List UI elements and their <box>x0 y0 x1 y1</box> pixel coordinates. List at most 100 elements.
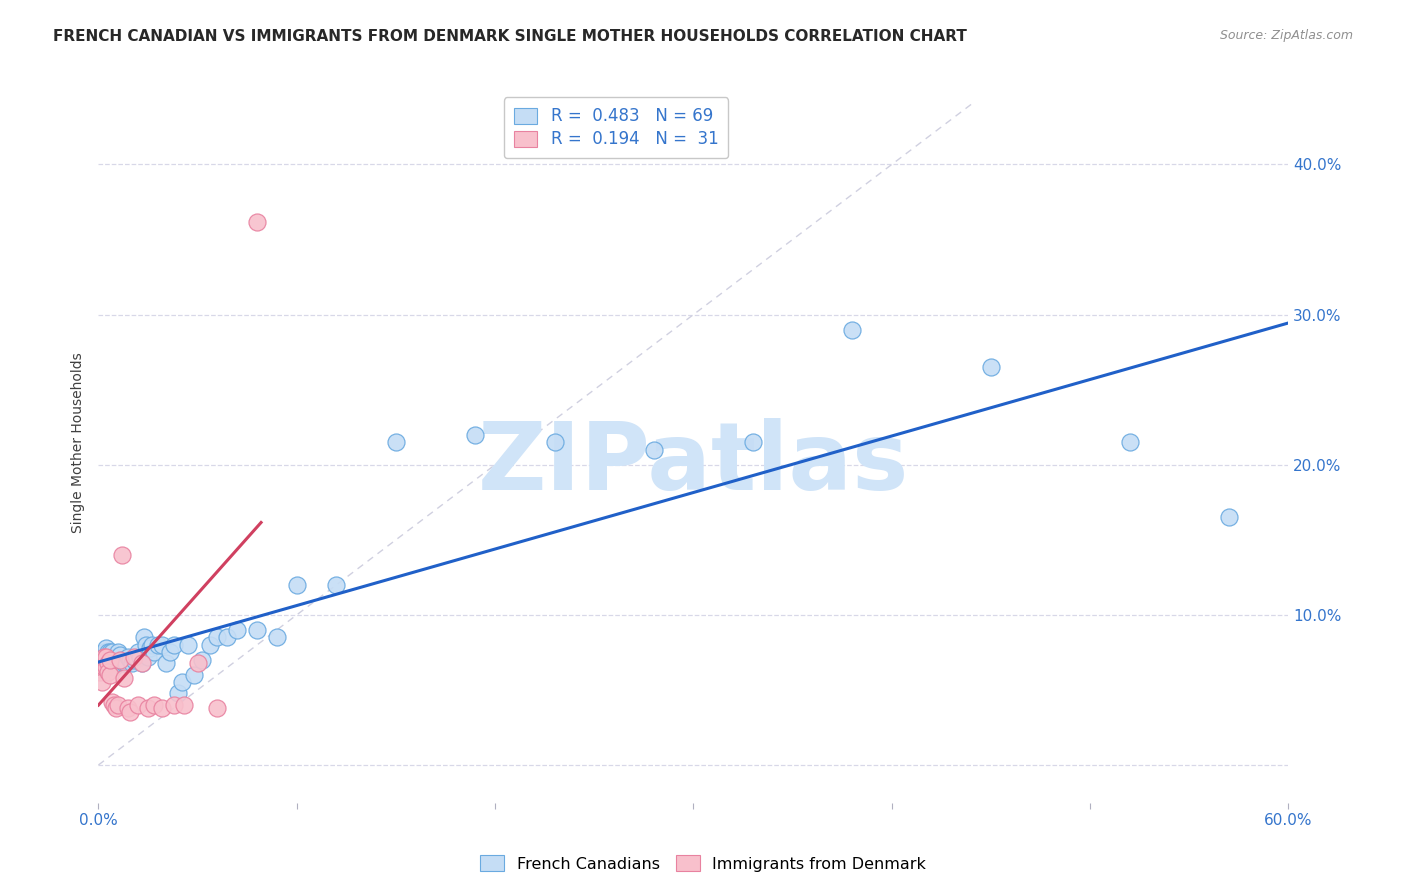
Point <box>207 701 229 715</box>
Point <box>127 698 149 712</box>
Point <box>198 638 221 652</box>
Point <box>93 649 115 664</box>
Point <box>163 698 186 712</box>
Point <box>187 656 209 670</box>
Point <box>131 656 153 670</box>
Point <box>93 653 115 667</box>
Point <box>120 653 142 667</box>
Point <box>110 653 132 667</box>
Point <box>103 698 125 712</box>
Point <box>841 323 863 337</box>
Point <box>120 706 142 720</box>
Point <box>103 660 125 674</box>
Point <box>96 648 118 663</box>
Point <box>742 435 765 450</box>
Point <box>96 640 118 655</box>
Point <box>543 435 565 450</box>
Point <box>139 640 162 655</box>
Point <box>163 638 186 652</box>
Point <box>93 660 115 674</box>
Legend: French Canadians, Immigrants from Denmark: French Canadians, Immigrants from Denmar… <box>472 847 934 880</box>
Point <box>155 656 177 670</box>
Point <box>105 649 128 664</box>
Point <box>97 656 120 670</box>
Point <box>464 427 486 442</box>
Point <box>207 631 229 645</box>
Point <box>107 656 129 670</box>
Point <box>96 660 118 674</box>
Point <box>246 623 269 637</box>
Point <box>105 656 128 670</box>
Y-axis label: Single Mother Households: Single Mother Households <box>72 351 86 533</box>
Point <box>141 638 163 652</box>
Text: FRENCH CANADIAN VS IMMIGRANTS FROM DENMARK SINGLE MOTHER HOUSEHOLDS CORRELATION : FRENCH CANADIAN VS IMMIGRANTS FROM DENMA… <box>53 29 967 44</box>
Point <box>143 698 166 712</box>
Point <box>98 649 121 664</box>
Point <box>132 631 155 645</box>
Point <box>122 653 145 667</box>
Point <box>97 653 120 667</box>
Point <box>246 214 269 228</box>
Point <box>122 649 145 664</box>
Point <box>97 648 120 663</box>
Point <box>97 645 120 659</box>
Point <box>101 695 124 709</box>
Point <box>143 645 166 659</box>
Point <box>135 638 157 652</box>
Point <box>266 631 288 645</box>
Text: ZIPatlas: ZIPatlas <box>478 417 910 510</box>
Point <box>98 653 121 667</box>
Point <box>1119 435 1142 450</box>
Point <box>125 649 148 664</box>
Point <box>96 656 118 670</box>
Point <box>115 656 138 670</box>
Point <box>89 656 111 670</box>
Point <box>980 360 1002 375</box>
Text: Source: ZipAtlas.com: Source: ZipAtlas.com <box>1219 29 1353 42</box>
Point <box>176 638 198 652</box>
Point <box>91 664 114 678</box>
Legend: R =  0.483   N = 69, R =  0.194   N =  31: R = 0.483 N = 69, R = 0.194 N = 31 <box>503 97 728 159</box>
Point <box>385 435 408 450</box>
Point <box>93 645 115 659</box>
Point <box>110 648 132 663</box>
Point <box>112 671 135 685</box>
Point <box>170 675 193 690</box>
Point <box>150 701 173 715</box>
Point <box>136 649 159 664</box>
Point <box>325 578 347 592</box>
Point <box>111 653 134 667</box>
Point <box>146 638 169 652</box>
Point <box>117 649 139 664</box>
Point <box>91 649 114 664</box>
Point <box>101 645 124 659</box>
Point <box>96 649 118 664</box>
Point <box>103 653 125 667</box>
Point <box>1218 510 1240 524</box>
Point <box>190 653 212 667</box>
Point <box>136 701 159 715</box>
Point <box>97 656 120 670</box>
Point <box>91 656 114 670</box>
Point <box>101 656 124 670</box>
Point <box>105 701 128 715</box>
Point <box>183 668 205 682</box>
Point <box>643 442 665 457</box>
Point <box>97 665 120 679</box>
Point <box>226 623 249 637</box>
Point <box>129 649 152 664</box>
Point <box>89 665 111 679</box>
Point <box>93 660 115 674</box>
Point <box>91 675 114 690</box>
Point <box>159 645 181 659</box>
Point <box>98 645 121 659</box>
Point <box>107 645 129 659</box>
Point <box>166 686 188 700</box>
Point <box>117 701 139 715</box>
Point <box>150 638 173 652</box>
Point <box>98 668 121 682</box>
Point <box>285 578 308 592</box>
Point <box>127 645 149 659</box>
Point <box>98 656 121 670</box>
Point <box>173 698 195 712</box>
